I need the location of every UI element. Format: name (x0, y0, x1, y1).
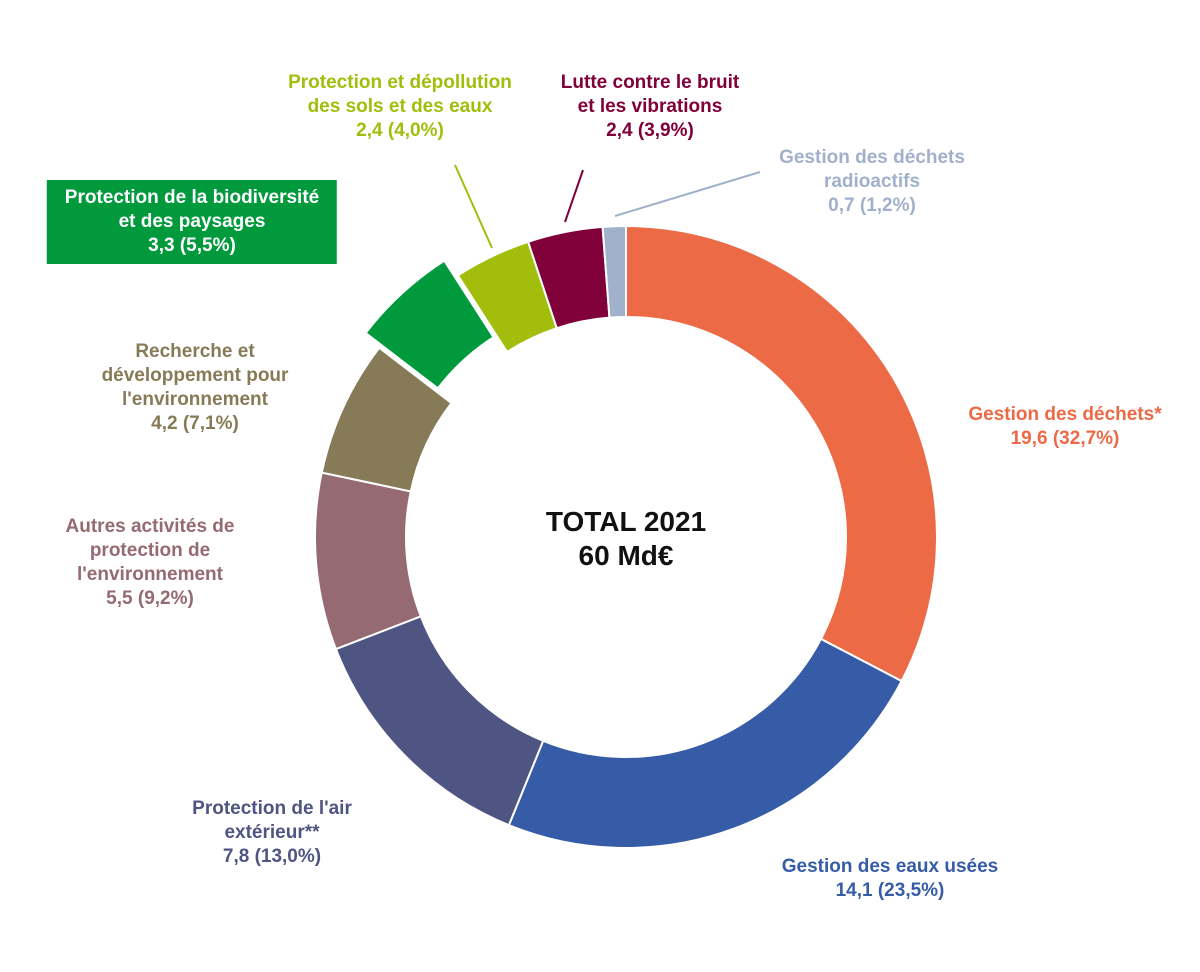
slice-label-text: Protection et dépollution (288, 72, 512, 93)
slice-label-text: protection de (89, 540, 211, 561)
slice-label-text: développement pour (101, 365, 289, 386)
slice-label-2: Protection de l'air extérieur** 7,8 (13,0%… (192, 797, 352, 869)
slice-1 (507, 637, 903, 849)
slice-label-0: Gestion des déchets* 19,6 (32,7%) (968, 403, 1161, 451)
center-title: TOTAL 2021 (545, 506, 707, 537)
slice-label-text: Recherche et (135, 341, 255, 362)
slice-label-text: Protection de la biodiversité (64, 187, 320, 208)
slice-label-text: l'environnement (77, 564, 223, 585)
slice-value: 7,8 (13,0%) (222, 846, 322, 867)
leader-line-8 (614, 171, 761, 217)
center-value: 60 Md€ (578, 540, 674, 571)
slice-label-text: Gestion des déchets (779, 147, 965, 168)
slice-label-1: Gestion des eaux usées 14,1 (23,5%) (782, 855, 999, 903)
slice-value: 5,5 (9,2%) (106, 588, 194, 609)
slice-value: 0,7 (1,2%) (828, 195, 916, 216)
center-total: TOTAL 2021 60 Md€ (546, 505, 706, 573)
slice-2 (334, 615, 545, 827)
leader-line-6 (454, 164, 493, 249)
leader-line-7 (564, 169, 584, 223)
slice-3 (314, 471, 423, 651)
slice-value: 2,4 (3,9%) (606, 120, 694, 141)
slice-label-7: Lutte contre le bruit et les vibrations 2,… (561, 71, 739, 143)
slice-value: 3,3 (5,5%) (148, 235, 236, 256)
slice-label-text: Gestion des déchets* (968, 404, 1162, 425)
slice-label-text: Gestion des eaux usées (781, 856, 999, 877)
slice-label-text: et les vibrations (577, 96, 723, 117)
slice-8 (601, 224, 627, 319)
slice-value: 2,4 (4,0%) (356, 120, 444, 141)
slice-label-3: Autres activités de protection de l'enviro… (66, 515, 235, 611)
slice-label-text: radioactifs (823, 171, 921, 192)
slice-label-text: et des paysages (118, 211, 266, 232)
slice-label-8: Gestion des déchets radioactifs 0,7 (1,2%) (779, 146, 965, 218)
slice-label-text: des sols et des eaux (307, 96, 493, 117)
slice-label-text: Protection de l'air (192, 798, 352, 819)
slice-0 (625, 224, 938, 683)
slice-4 (320, 346, 453, 493)
slice-label-text: l'environnement (121, 389, 268, 410)
slice-value: 19,6 (32,7%) (1010, 428, 1120, 449)
slice-value: 4,2 (7,1%) (151, 413, 239, 434)
slice-label-text: Autres activités de (65, 516, 235, 537)
slice-label-5: Protection de la biodiversité et des pays… (46, 180, 338, 264)
slice-label-text: Lutte contre le bruit (560, 72, 740, 93)
slice-label-4: Recherche et développement pour l'environn… (102, 340, 289, 436)
slice-5 (364, 259, 495, 390)
slice-label-6: Protection et dépollution des sols et des… (288, 71, 512, 143)
slice-label-text: extérieur** (224, 822, 320, 843)
slice-value: 14,1 (23,5%) (835, 880, 945, 901)
